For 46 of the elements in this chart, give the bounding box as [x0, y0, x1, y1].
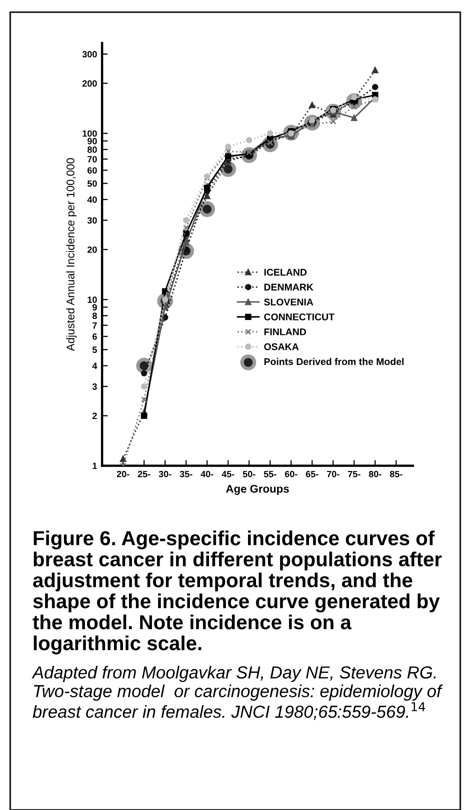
text: Adapted from Moolgavkar SH, Day NE, Stevens RG. Two-stage model or carcinogenesis: epidemiology of breast cancer in females. JNCI 1980;65:559-569.$^{14}$: [32, 666, 443, 720]
y-tick-label: 100: [82, 130, 97, 137]
x-tick-label: 40-: [200, 470, 214, 478]
y-tick-label: 8: [92, 312, 97, 320]
y-tick-label: 20: [87, 246, 97, 253]
y-tick-label: 50: [87, 180, 97, 187]
y-tick-label: 4: [92, 362, 98, 369]
legend-label: CONNECTICUT: [264, 313, 334, 320]
x-tick-label: 30-: [158, 470, 172, 478]
x-tick-label: 50-: [242, 470, 256, 478]
y-tick-label: 40: [87, 196, 97, 203]
x-tick-label: 85-: [390, 470, 402, 478]
x-axis-title: Age Groups: [226, 484, 289, 495]
y-tick-label: 9: [92, 304, 97, 311]
legend-label: DENMARK: [264, 284, 314, 290]
x-tick-label: 60-: [284, 470, 298, 478]
x-tick-label: 70-: [327, 470, 340, 478]
y-tick-label: 70: [88, 156, 97, 162]
x-tick-label: 55-: [264, 470, 276, 478]
y-tick-label: 7: [92, 322, 97, 329]
x-tick-label: 45-: [222, 470, 234, 478]
legend-label: SLOVENIA: [264, 298, 314, 306]
legend-label: ICELAND: [264, 268, 307, 276]
y-tick-label: 1: [92, 462, 97, 470]
x-tick-label: 75-: [348, 470, 360, 478]
x-tick-label: 65-: [306, 470, 318, 478]
y-tick-label: 30: [87, 217, 97, 224]
x-tick-label: 25-: [138, 470, 150, 478]
x-tick-label: 35-: [180, 470, 192, 478]
legend-label: FINLAND: [264, 328, 306, 336]
y-tick-label: 5: [92, 346, 97, 353]
y-tick-label: 60: [88, 167, 97, 174]
x-tick-label: 20-: [116, 470, 130, 478]
y-tick-label: 6: [92, 333, 97, 340]
x-tick-label: 80-: [368, 470, 382, 478]
y-tick-label: 2: [92, 412, 97, 419]
y-tick-label: 80: [87, 146, 97, 153]
y-tick-label: 10: [88, 296, 97, 303]
y-tick-label: 90: [87, 138, 97, 144]
legend-label: OSAKA: [264, 343, 299, 350]
caption: Figure 6. Age-specific incidence curves of breast cancer in different populations after adjustment for temporal trends, and the shape of the incidence curve generated by the model. Note incidence is on a logarithmic scale.: [32, 530, 442, 654]
y-tick-label: 200: [82, 80, 97, 87]
y-tick-label: 3: [92, 383, 97, 390]
y-axis-title: Adjusted Annual Incidence per 100,000: [66, 158, 77, 351]
y-tick-label: 300: [82, 51, 97, 58]
legend-label: Points Derived from the Model: [264, 358, 404, 366]
